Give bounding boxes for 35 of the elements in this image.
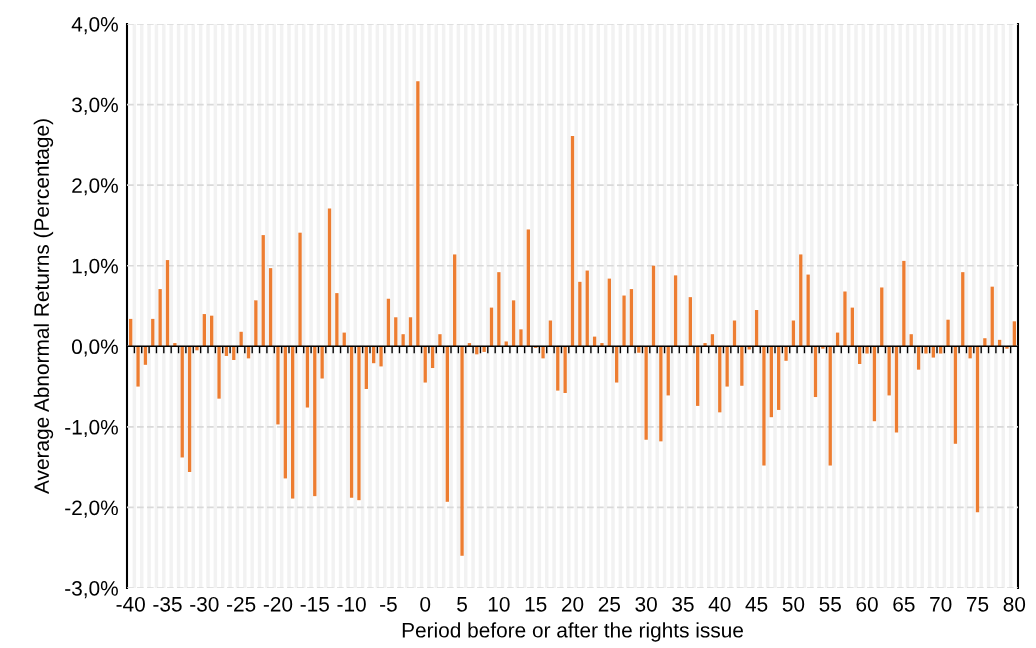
y-tick-label: 3,0% [71,97,118,115]
y-tick-label: 4,0% [71,17,118,35]
x-tick-label: 5 [457,597,467,612]
y-tick-label: -3,0% [65,581,118,599]
x-tick-label: 60 [856,596,878,612]
x-tick-label: -20 [263,596,293,612]
x-tick-label: 40 [708,596,731,612]
y-tick-label: 0,0% [72,339,118,357]
x-tick-label: 10 [488,596,510,612]
y-axis-title: Average Abnormal Returns (Percentage) [33,119,54,494]
x-tick-label: 75 [966,597,989,612]
x-tick-label: -40 [116,596,145,612]
x-tick-label: 55 [819,597,841,612]
x-tick-label: 25 [598,596,621,612]
x-tick-label: 15 [525,597,547,612]
y-tick-label: -2,0% [65,500,118,518]
x-tick-label: 70 [930,596,952,612]
x-tick-label: 35 [672,596,694,612]
x-tick-label: -10 [337,596,366,612]
x-tick-label: 20 [561,596,584,612]
x-tick-label: -15 [300,597,329,612]
x-tick-label: 80 [1003,596,1026,612]
x-tick-label: 45 [745,597,768,612]
y-tick-label: 2,0% [72,178,118,196]
x-tick-label: 50 [782,596,805,612]
x-tick-label: -25 [227,596,256,612]
x-tick-label: -30 [190,596,219,612]
x-tick-label: 30 [635,596,657,612]
y-tick-label: -1,0% [65,419,118,438]
x-axis-title: Period before or after the rights issue [402,622,743,642]
x-tick-label: 0 [420,596,431,612]
x-tick-label: 65 [893,596,915,612]
x-tick-label: -35 [153,596,182,612]
x-tick-label: -5 [380,597,397,612]
y-tick-label: 1,0% [72,258,118,276]
